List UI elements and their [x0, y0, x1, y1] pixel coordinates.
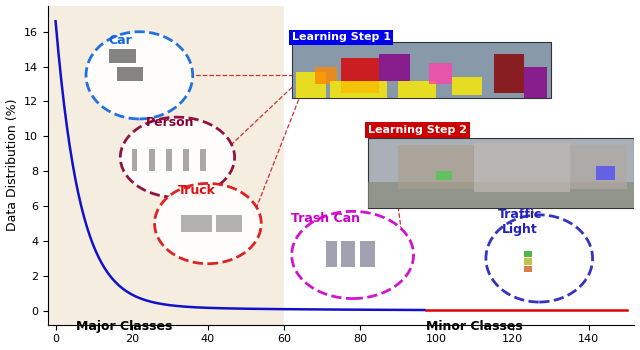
- FancyBboxPatch shape: [183, 148, 189, 171]
- Ellipse shape: [120, 117, 235, 197]
- FancyBboxPatch shape: [398, 145, 474, 189]
- FancyBboxPatch shape: [570, 145, 627, 189]
- FancyBboxPatch shape: [398, 80, 436, 98]
- Text: Learning Step 2: Learning Step 2: [368, 125, 467, 135]
- FancyBboxPatch shape: [524, 266, 532, 272]
- FancyBboxPatch shape: [524, 258, 532, 265]
- FancyBboxPatch shape: [360, 241, 376, 267]
- FancyBboxPatch shape: [166, 148, 172, 171]
- Text: Truck: Truck: [177, 184, 216, 197]
- Bar: [284, 6, 634, 325]
- FancyBboxPatch shape: [216, 215, 242, 232]
- FancyBboxPatch shape: [436, 171, 452, 180]
- FancyBboxPatch shape: [452, 77, 482, 94]
- FancyBboxPatch shape: [380, 54, 410, 80]
- Text: Traffic
Light: Traffic Light: [498, 208, 542, 236]
- FancyBboxPatch shape: [341, 241, 355, 267]
- FancyBboxPatch shape: [326, 241, 337, 267]
- FancyBboxPatch shape: [314, 66, 337, 84]
- Ellipse shape: [155, 183, 261, 264]
- Text: Car: Car: [108, 34, 132, 47]
- FancyBboxPatch shape: [181, 215, 212, 232]
- FancyBboxPatch shape: [109, 49, 136, 63]
- FancyBboxPatch shape: [296, 72, 326, 98]
- FancyBboxPatch shape: [368, 138, 634, 208]
- FancyBboxPatch shape: [330, 80, 387, 98]
- Ellipse shape: [86, 32, 193, 119]
- FancyBboxPatch shape: [292, 42, 550, 98]
- FancyBboxPatch shape: [200, 148, 206, 171]
- Text: Learning Step 1: Learning Step 1: [292, 33, 390, 42]
- FancyBboxPatch shape: [368, 182, 634, 208]
- Y-axis label: Data Distribution (%): Data Distribution (%): [6, 99, 19, 231]
- FancyBboxPatch shape: [524, 66, 547, 98]
- FancyBboxPatch shape: [132, 148, 138, 171]
- Ellipse shape: [486, 215, 593, 302]
- Ellipse shape: [292, 211, 413, 299]
- FancyBboxPatch shape: [524, 251, 532, 257]
- FancyBboxPatch shape: [116, 66, 143, 80]
- Text: Person: Person: [145, 116, 194, 129]
- FancyBboxPatch shape: [149, 148, 155, 171]
- Bar: [48, 6, 284, 325]
- FancyBboxPatch shape: [596, 166, 616, 180]
- Text: Trash Can: Trash Can: [291, 212, 360, 225]
- Text: Major Classes: Major Classes: [76, 320, 172, 333]
- FancyBboxPatch shape: [341, 58, 380, 93]
- Text: Minor Classes: Minor Classes: [426, 320, 523, 333]
- FancyBboxPatch shape: [474, 144, 570, 192]
- FancyBboxPatch shape: [429, 63, 452, 84]
- FancyBboxPatch shape: [493, 54, 524, 93]
